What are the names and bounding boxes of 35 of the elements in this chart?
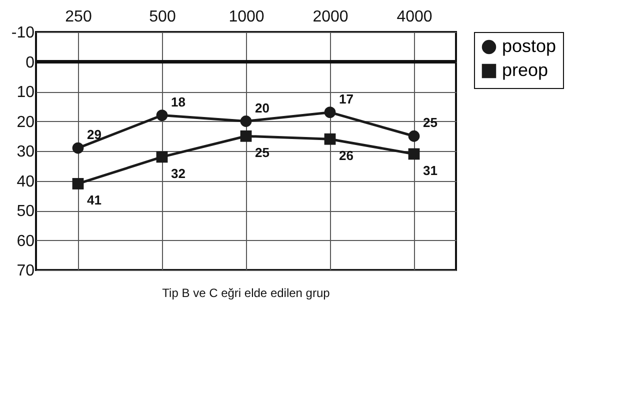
- legend-label: preop: [502, 60, 548, 80]
- x-tick-label: 2000: [312, 8, 348, 26]
- point: [240, 116, 252, 127]
- point: [156, 151, 168, 163]
- point: [72, 178, 84, 190]
- data-label: 29: [87, 127, 102, 142]
- point: [324, 106, 336, 118]
- data-label: 31: [423, 162, 438, 178]
- data-label: 41: [87, 192, 102, 208]
- x-tick-label: 1000: [228, 8, 264, 26]
- legend-label: postop: [502, 36, 556, 56]
- y-tick-label: 20: [16, 114, 35, 131]
- data-label: 32: [171, 166, 186, 181]
- data-label: 18: [171, 94, 186, 110]
- y-tick-label: 60: [16, 232, 35, 250]
- point: [408, 148, 420, 160]
- data-label: 17: [339, 91, 354, 106]
- x-tick-label: 250: [65, 8, 92, 26]
- y-tick-label: 10: [16, 84, 35, 101]
- y-tick-label: 30: [16, 144, 35, 160]
- point: [72, 142, 84, 154]
- y-tick-label: 40: [16, 173, 35, 190]
- x-tick-label: 500: [149, 8, 176, 26]
- point: [408, 130, 420, 142]
- y-tick-label: 0: [26, 54, 35, 72]
- point: [156, 110, 168, 121]
- x-tick-label: 4000: [396, 8, 432, 26]
- x-axis-title: Tip B ve C eğri elde edilen grup: [162, 286, 330, 300]
- data-label: 26: [339, 148, 354, 164]
- point: [324, 133, 336, 145]
- y-tick-label: 50: [16, 203, 35, 220]
- y-tick-label: -10: [11, 24, 35, 42]
- y-tick-label: 70: [16, 262, 35, 280]
- data-label: 20: [255, 100, 270, 116]
- point: [240, 130, 252, 142]
